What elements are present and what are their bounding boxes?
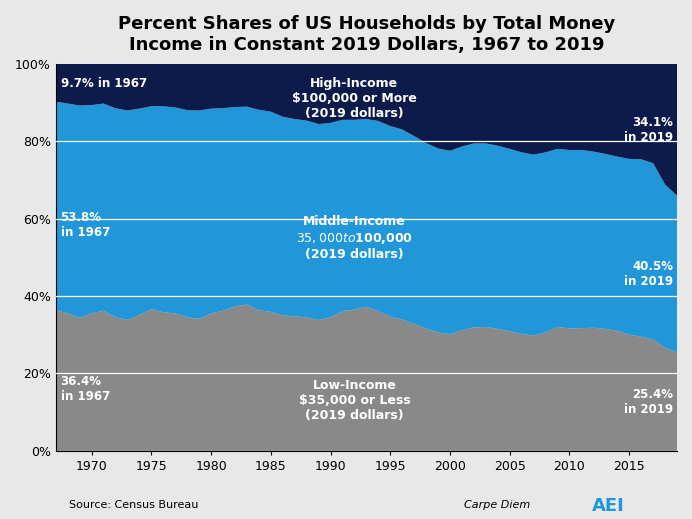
- Text: 40.5%
in 2019: 40.5% in 2019: [624, 261, 673, 288]
- Title: Percent Shares of US Households by Total Money
Income in Constant 2019 Dollars, : Percent Shares of US Households by Total…: [118, 15, 615, 54]
- Text: Low-Income
$35,000 or Less
(2019 dollars): Low-Income $35,000 or Less (2019 dollars…: [298, 379, 410, 422]
- Text: AEI: AEI: [592, 497, 624, 515]
- Text: Carpe Diem: Carpe Diem: [464, 500, 530, 510]
- Text: Middle-Income
$35,000 to $100,000
(2019 dollars): Middle-Income $35,000 to $100,000 (2019 …: [296, 215, 413, 261]
- Text: 9.7% in 1967: 9.7% in 1967: [60, 77, 147, 90]
- Text: High-Income
$100,000 or More
(2019 dollars): High-Income $100,000 or More (2019 dolla…: [292, 77, 417, 120]
- Text: Source: Census Bureau: Source: Census Bureau: [69, 500, 199, 510]
- Text: 53.8%
in 1967: 53.8% in 1967: [60, 211, 110, 239]
- Text: 36.4%
in 1967: 36.4% in 1967: [60, 375, 110, 403]
- Text: 34.1%
in 2019: 34.1% in 2019: [624, 116, 673, 143]
- Text: 25.4%
in 2019: 25.4% in 2019: [624, 388, 673, 416]
